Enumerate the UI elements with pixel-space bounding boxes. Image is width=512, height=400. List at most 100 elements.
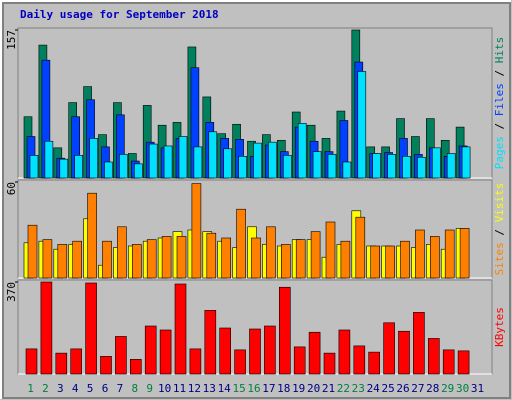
bar: [119, 154, 128, 179]
x-tick-label: 2: [42, 382, 49, 395]
bar: [29, 155, 39, 179]
x-tick-label: 12: [188, 382, 201, 395]
bar: [297, 123, 307, 179]
bar: [115, 336, 127, 375]
bar: [59, 158, 69, 179]
bar: [27, 224, 38, 279]
bar: [415, 229, 425, 279]
bar: [400, 240, 410, 279]
bar: [342, 161, 352, 179]
bar: [427, 338, 440, 375]
bar: [193, 146, 203, 179]
x-tick-label: 15: [232, 382, 245, 395]
bar: [223, 148, 232, 179]
x-tick-label: 24: [367, 382, 381, 395]
bar: [338, 329, 351, 375]
bar: [312, 151, 322, 179]
legend-separator: /: [493, 63, 506, 83]
bar: [238, 156, 247, 179]
bar: [206, 232, 217, 279]
bar: [55, 352, 68, 375]
bar: [204, 310, 217, 375]
bar: [57, 244, 68, 279]
bar: [100, 356, 112, 375]
bar: [278, 286, 291, 375]
x-tick-label: 31: [471, 382, 484, 395]
bar: [234, 349, 246, 375]
bar: [161, 236, 172, 279]
x-tick-label: 10: [158, 382, 171, 395]
bar: [42, 239, 53, 279]
bar: [134, 163, 143, 179]
bar: [383, 322, 395, 375]
bar: [264, 325, 276, 375]
bar: [357, 71, 367, 179]
x-tick-label: 18: [277, 382, 290, 395]
bar: [310, 231, 321, 279]
x-tick-label: 5: [87, 382, 94, 395]
x-tick-label: 20: [307, 382, 320, 395]
bar: [457, 350, 470, 375]
x-tick-label: 22: [337, 382, 350, 395]
x-tick-label: 9: [146, 382, 153, 395]
bar: [144, 325, 157, 375]
x-tick-label: 28: [426, 382, 439, 395]
bar: [266, 226, 276, 279]
bar: [85, 282, 97, 375]
x-tick-label: 3: [57, 382, 64, 395]
x-tick-label: 11: [173, 382, 186, 395]
x-tick-label: 14: [218, 382, 232, 395]
bar: [325, 221, 336, 279]
bar: [385, 245, 395, 279]
bar: [387, 154, 396, 179]
bar: [402, 156, 411, 179]
bar: [117, 226, 127, 279]
legend-entry: Sites: [493, 242, 506, 275]
bar: [102, 240, 112, 279]
bar: [327, 154, 337, 179]
bar: [178, 136, 188, 179]
bar: [70, 348, 82, 375]
bar: [40, 281, 53, 375]
x-tick-label: 7: [117, 382, 124, 395]
legend-entry: Visits: [493, 183, 506, 223]
bar: [163, 145, 173, 179]
x-tick-label: 4: [72, 382, 79, 395]
y-tick-label: 157: [5, 30, 18, 50]
legend-entry: KBytes: [493, 307, 506, 347]
bar: [282, 155, 292, 179]
bar: [293, 346, 306, 375]
bar: [398, 330, 410, 375]
bar: [221, 237, 231, 279]
bar: [459, 228, 470, 279]
bar: [74, 155, 83, 179]
bar: [368, 351, 381, 375]
legend: Sites / Visits: [493, 183, 506, 276]
bar: [251, 237, 261, 279]
bar: [148, 143, 158, 179]
bar: [323, 352, 336, 375]
x-tick-label: 27: [411, 382, 424, 395]
bar: [130, 359, 142, 375]
bar: [268, 141, 277, 179]
bar: [280, 244, 291, 279]
bar: [159, 329, 172, 375]
x-tick-label: 1: [27, 382, 34, 395]
bar: [176, 236, 187, 279]
x-tick-label: 23: [352, 382, 365, 395]
bar: [104, 161, 113, 179]
bar: [208, 131, 218, 179]
bar: [249, 328, 261, 375]
x-tick-label: 26: [396, 382, 409, 395]
legend: Pages / Files / Hits: [493, 37, 506, 170]
bar: [355, 216, 366, 279]
bar: [87, 192, 97, 279]
legend-entry: Pages: [493, 136, 506, 169]
bar: [372, 153, 382, 179]
x-tick-label: 16: [247, 382, 260, 395]
x-tick-label: 30: [456, 382, 469, 395]
bar: [295, 239, 306, 279]
bar: [25, 348, 38, 375]
